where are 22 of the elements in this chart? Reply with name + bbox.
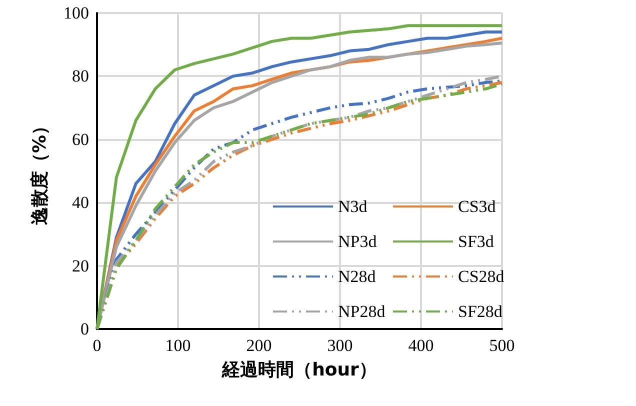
x-tick-label: 500 [489, 336, 515, 355]
x-tick-label: 400 [408, 336, 434, 355]
legend-label: SF28d [458, 302, 503, 321]
y-tick-label: 20 [72, 256, 89, 276]
legend-label: NP28d [338, 302, 386, 321]
y-axis-title: 逸散度（%） [30, 116, 50, 226]
legend-label: N3d [338, 197, 368, 216]
y-tick-label: 100 [64, 4, 89, 22]
legend-label: SF3d [458, 232, 494, 251]
legend-label: CS3d [458, 197, 496, 216]
x-tick-label: 100 [165, 336, 191, 355]
y-tick-label: 0 [80, 320, 89, 338]
x-tick-label: 300 [327, 336, 353, 355]
x-tick-label: 200 [246, 336, 272, 355]
legend-label: CS28d [458, 267, 505, 286]
x-tick-label: 0 [92, 336, 102, 355]
x-axis-title: 経過時間（hour） [221, 360, 377, 380]
y-tick-label: 60 [72, 130, 89, 149]
legend-label: N28d [338, 267, 376, 286]
legend-label: NP3d [338, 232, 378, 251]
y-tick-label: 80 [72, 66, 89, 86]
y-tick-label: 40 [72, 193, 89, 212]
